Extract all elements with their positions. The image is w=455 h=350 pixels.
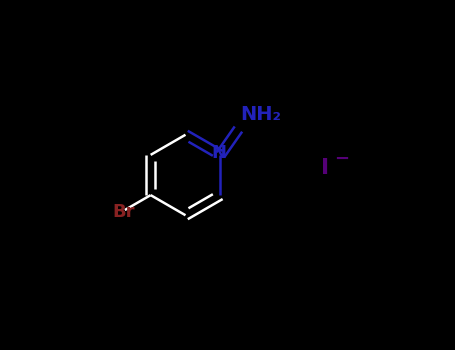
Text: I: I (321, 158, 329, 178)
Text: −: − (334, 150, 349, 168)
Text: Br: Br (112, 203, 134, 221)
Text: N: N (211, 144, 226, 162)
Text: NH₂: NH₂ (240, 105, 281, 124)
